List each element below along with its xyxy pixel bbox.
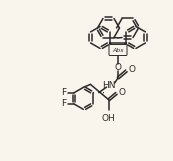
Text: O: O [119, 88, 125, 97]
Text: O: O [128, 65, 135, 74]
Text: OH: OH [102, 114, 116, 123]
Text: O: O [115, 63, 121, 72]
Text: ···: ··· [91, 90, 106, 99]
Text: HN: HN [102, 80, 115, 90]
Text: Abs: Abs [112, 47, 124, 52]
Text: F: F [61, 88, 66, 97]
FancyBboxPatch shape [109, 44, 127, 56]
Text: F: F [61, 99, 66, 108]
